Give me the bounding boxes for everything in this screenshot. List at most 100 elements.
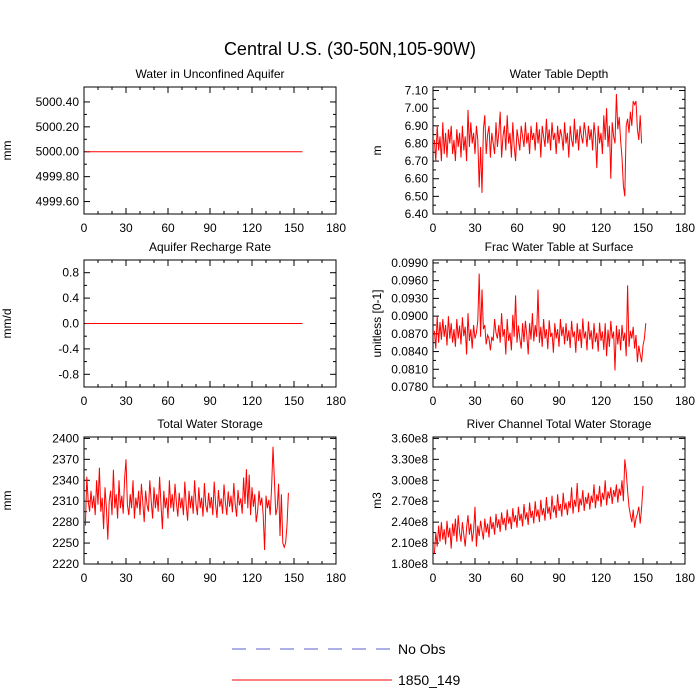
y-tick-label: 6.80	[405, 136, 429, 150]
y-tick-label: 0.0810	[391, 362, 428, 376]
series-line	[433, 273, 647, 371]
x-tick-label: 0	[81, 571, 88, 585]
y-axis-label: m3	[370, 492, 384, 509]
x-tick-label: 180	[326, 394, 346, 408]
legend-label-no-obs: No Obs	[398, 641, 445, 657]
x-tick-label: 30	[468, 394, 482, 408]
panel-frame	[432, 86, 686, 215]
y-tick-label: 6.40	[405, 207, 429, 221]
x-tick-label: 120	[242, 394, 262, 408]
x-tick-label: 90	[552, 394, 566, 408]
y-tick-label: 2340	[52, 473, 79, 487]
panel-frame	[432, 436, 686, 565]
y-tick-label: 0.0960	[391, 274, 428, 288]
panel-frame	[83, 86, 337, 215]
x-tick-label: 30	[468, 571, 482, 585]
x-tick-label: 150	[633, 571, 653, 585]
x-tick-label: 180	[675, 221, 695, 235]
y-tick-label: 7.10	[405, 84, 429, 98]
x-tick-label: 60	[510, 394, 524, 408]
y-tick-label: 0.0930	[391, 291, 428, 305]
x-tick-label: 90	[552, 571, 566, 585]
y-tick-label: 0.8	[62, 266, 79, 280]
y-tick-label: 6.90	[405, 119, 429, 133]
y-axis-label: m	[370, 146, 384, 156]
y-tick-label: 2370	[52, 452, 79, 466]
y-tick-label: 2400	[52, 431, 79, 445]
main-title: Central U.S. (30-50N,105-90W)	[224, 39, 476, 59]
x-tick-label: 0	[430, 571, 437, 585]
y-tick-label: 2.10e8	[391, 536, 428, 550]
y-tick-label: -0.8	[58, 367, 79, 381]
panel-title: Water in Unconfined Aquifer	[136, 67, 285, 81]
panel-title: Aquifer Recharge Rate	[149, 240, 271, 254]
y-tick-label: 5000.20	[36, 120, 80, 134]
x-tick-label: 60	[510, 221, 524, 235]
y-axis-label: mm/d	[0, 309, 14, 339]
x-tick-label: 60	[510, 571, 524, 585]
y-axis-label: mm	[0, 141, 14, 161]
y-tick-label: 0.4	[62, 291, 79, 305]
x-tick-label: 30	[468, 221, 482, 235]
y-tick-label: 1.80e8	[391, 557, 428, 571]
x-tick-label: 120	[591, 221, 611, 235]
x-tick-label: 120	[242, 571, 262, 585]
panel-title: Water Table Depth	[510, 67, 609, 81]
y-tick-label: 4999.80	[36, 170, 80, 184]
x-tick-label: 60	[161, 221, 175, 235]
y-tick-label: 3.30e8	[391, 452, 428, 466]
y-tick-label: 2250	[52, 536, 79, 550]
x-tick-label: 150	[633, 221, 653, 235]
y-tick-label: -0.4	[58, 342, 79, 356]
x-tick-label: 90	[552, 221, 566, 235]
y-axis-label: unitless [0-1]	[370, 289, 384, 357]
x-tick-label: 180	[326, 571, 346, 585]
legend: No Obs 1850_149	[232, 641, 461, 688]
panel-title: Frac Water Table at Surface	[485, 240, 634, 254]
panel-5: Total Water Storage 0 30 60 90 120 150 180 2220 2…	[0, 417, 346, 585]
x-tick-label: 150	[284, 221, 304, 235]
y-tick-label: 5000.00	[36, 145, 80, 159]
series-line	[433, 94, 643, 197]
y-tick-label: 0.0870	[391, 327, 428, 341]
x-tick-label: 0	[81, 221, 88, 235]
panel-title: River Channel Total Water Storage	[467, 417, 652, 431]
y-tick-label: 2.70e8	[391, 494, 428, 508]
x-tick-label: 60	[161, 571, 175, 585]
series-line	[433, 459, 644, 554]
panel-title: Total Water Storage	[157, 417, 263, 431]
panel-6: River Channel Total Water Storage 0 30 60 90…	[370, 417, 695, 585]
x-tick-label: 180	[326, 221, 346, 235]
x-tick-label: 150	[284, 571, 304, 585]
y-tick-label: 4999.60	[36, 195, 80, 209]
y-tick-label: 6.60	[405, 172, 429, 186]
panel-1: Water in Unconfined Aquifer 0 30 60 90 120 150…	[0, 67, 346, 235]
x-tick-label: 120	[591, 394, 611, 408]
x-tick-label: 30	[119, 571, 133, 585]
y-tick-label: 3.60e8	[391, 431, 428, 445]
x-tick-label: 180	[675, 394, 695, 408]
y-tick-label: 0.0780	[391, 380, 428, 394]
x-tick-label: 60	[161, 394, 175, 408]
legend-label-1850-149: 1850_149	[398, 672, 461, 688]
x-tick-label: 0	[81, 394, 88, 408]
panel-3: Aquifer Recharge Rate 0 30 60 90 120 150 180 -0.…	[0, 240, 346, 408]
y-tick-label: 5000.40	[36, 95, 80, 109]
x-tick-label: 30	[119, 394, 133, 408]
y-tick-label: 6.70	[405, 154, 429, 168]
panel-2: Water Table Depth 0 30 60 90 120 150 180 6.40 6.5…	[370, 67, 695, 235]
y-axis-label: mm	[0, 491, 14, 511]
x-tick-label: 90	[203, 571, 217, 585]
x-tick-label: 0	[430, 221, 437, 235]
y-tick-label: 0.0840	[391, 345, 428, 359]
x-tick-label: 90	[203, 221, 217, 235]
series-line	[84, 446, 289, 551]
y-tick-label: 0.0990	[391, 256, 428, 270]
x-tick-label: 90	[203, 394, 217, 408]
y-tick-label: 6.50	[405, 189, 429, 203]
y-tick-label: 0.0900	[391, 309, 428, 323]
x-tick-label: 120	[242, 221, 262, 235]
y-tick-label: 3.00e8	[391, 473, 428, 487]
y-tick-label: 7.00	[405, 101, 429, 115]
